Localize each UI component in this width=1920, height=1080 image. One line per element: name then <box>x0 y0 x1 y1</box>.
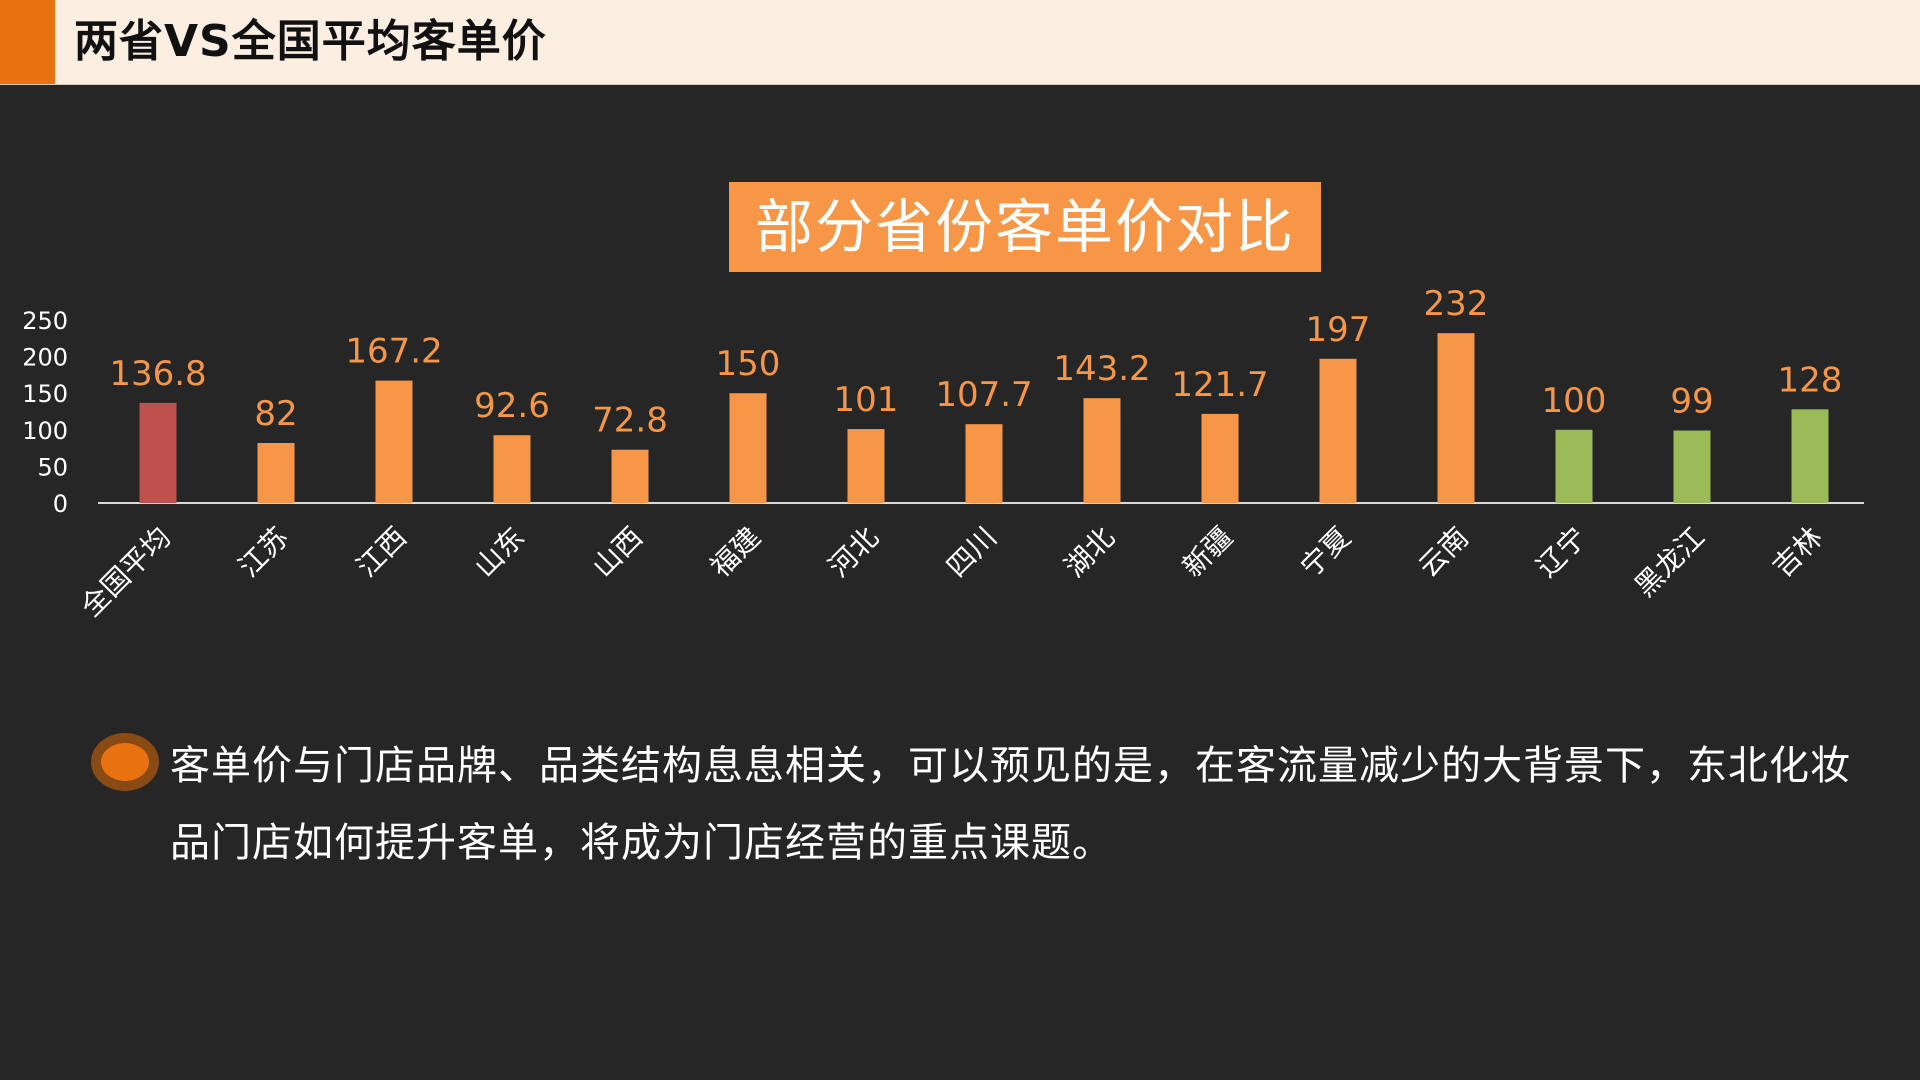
y-tick-label: 50 <box>37 453 68 481</box>
chart-title: 部分省份客单价对比 <box>729 182 1321 272</box>
x-category-label: 新疆 <box>1176 521 1239 584</box>
x-category-label: 云南 <box>1412 521 1475 584</box>
bar-value-label: 167.2 <box>345 332 442 372</box>
bar-value-label: 92.6 <box>474 386 550 426</box>
summary-paragraph: 客单价与门店品牌、品类结构息息相关，可以预见的是，在客流量减少的大背景下，东北化… <box>170 743 1851 866</box>
y-tick-label: 150 <box>22 380 68 408</box>
bar <box>493 435 531 503</box>
bar-value-label: 107.7 <box>935 375 1032 415</box>
bar-value-label: 143.2 <box>1053 349 1150 389</box>
bar <box>375 380 413 503</box>
bar <box>1791 409 1829 503</box>
header-bar: 两省VS全国平均客单价 <box>0 0 1920 85</box>
x-category-label: 江西 <box>350 521 413 584</box>
x-axis-tick-labels: 全国平均 江苏 江西 山东 山西 福建 河北 四川 湖北 新疆 宁夏 云南 辽宁 黑龙江 吉林 <box>74 521 1829 624</box>
bar <box>847 429 885 503</box>
x-category-label: 福建 <box>704 521 767 584</box>
bar-value-label: 197 <box>1306 310 1371 350</box>
x-category-label: 黑龙江 <box>1628 521 1711 604</box>
y-tick-label: 200 <box>22 344 68 372</box>
bar <box>1201 413 1239 503</box>
bar <box>1083 398 1121 503</box>
bar-value-label: 82 <box>254 394 297 434</box>
bar-value-label: 136.8 <box>109 354 206 394</box>
bar <box>965 424 1003 503</box>
header-accent-block <box>0 0 55 84</box>
x-category-label: 宁夏 <box>1294 521 1357 584</box>
x-category-label: 全国平均 <box>74 521 177 624</box>
x-category-label: 辽宁 <box>1530 521 1593 584</box>
bar <box>257 442 295 503</box>
y-tick-label: 250 <box>22 307 68 335</box>
x-category-label: 河北 <box>822 521 885 584</box>
page-title: 两省VS全国平均客单价 <box>74 16 547 67</box>
bar-value-label: 121.7 <box>1171 365 1268 405</box>
x-category-label: 吉林 <box>1766 521 1829 584</box>
y-tick-label: 100 <box>22 417 68 445</box>
x-category-label: 湖北 <box>1058 521 1121 584</box>
bar-series <box>139 333 1829 503</box>
bar <box>611 449 649 503</box>
bar-value-label: 150 <box>716 344 781 384</box>
bar <box>1673 430 1711 503</box>
bar <box>139 402 177 503</box>
y-tick-label: 0 <box>53 490 68 518</box>
x-category-label: 江苏 <box>232 521 295 584</box>
bar <box>1319 358 1357 503</box>
bullet-circle-icon <box>91 733 159 791</box>
y-axis-tick-labels: 0 50 100 150 200 250 <box>22 307 68 518</box>
bar <box>1555 429 1593 503</box>
bar-value-label: 100 <box>1542 381 1607 421</box>
bar-value-label: 72.8 <box>592 401 668 441</box>
bar <box>729 393 767 503</box>
bar-value-label: 128 <box>1778 360 1843 400</box>
x-category-label: 四川 <box>940 521 1003 584</box>
bar-value-label: 232 <box>1424 284 1489 324</box>
bar-value-label: 101 <box>834 380 899 420</box>
x-category-label: 山东 <box>468 521 531 584</box>
data-labels: 136.8 82 167.2 92.6 72.8 150 101 107.7 143.2 121.… <box>109 284 1842 441</box>
bar-value-label: 99 <box>1670 382 1713 422</box>
bar <box>1437 333 1475 503</box>
x-category-label: 山西 <box>586 521 649 584</box>
